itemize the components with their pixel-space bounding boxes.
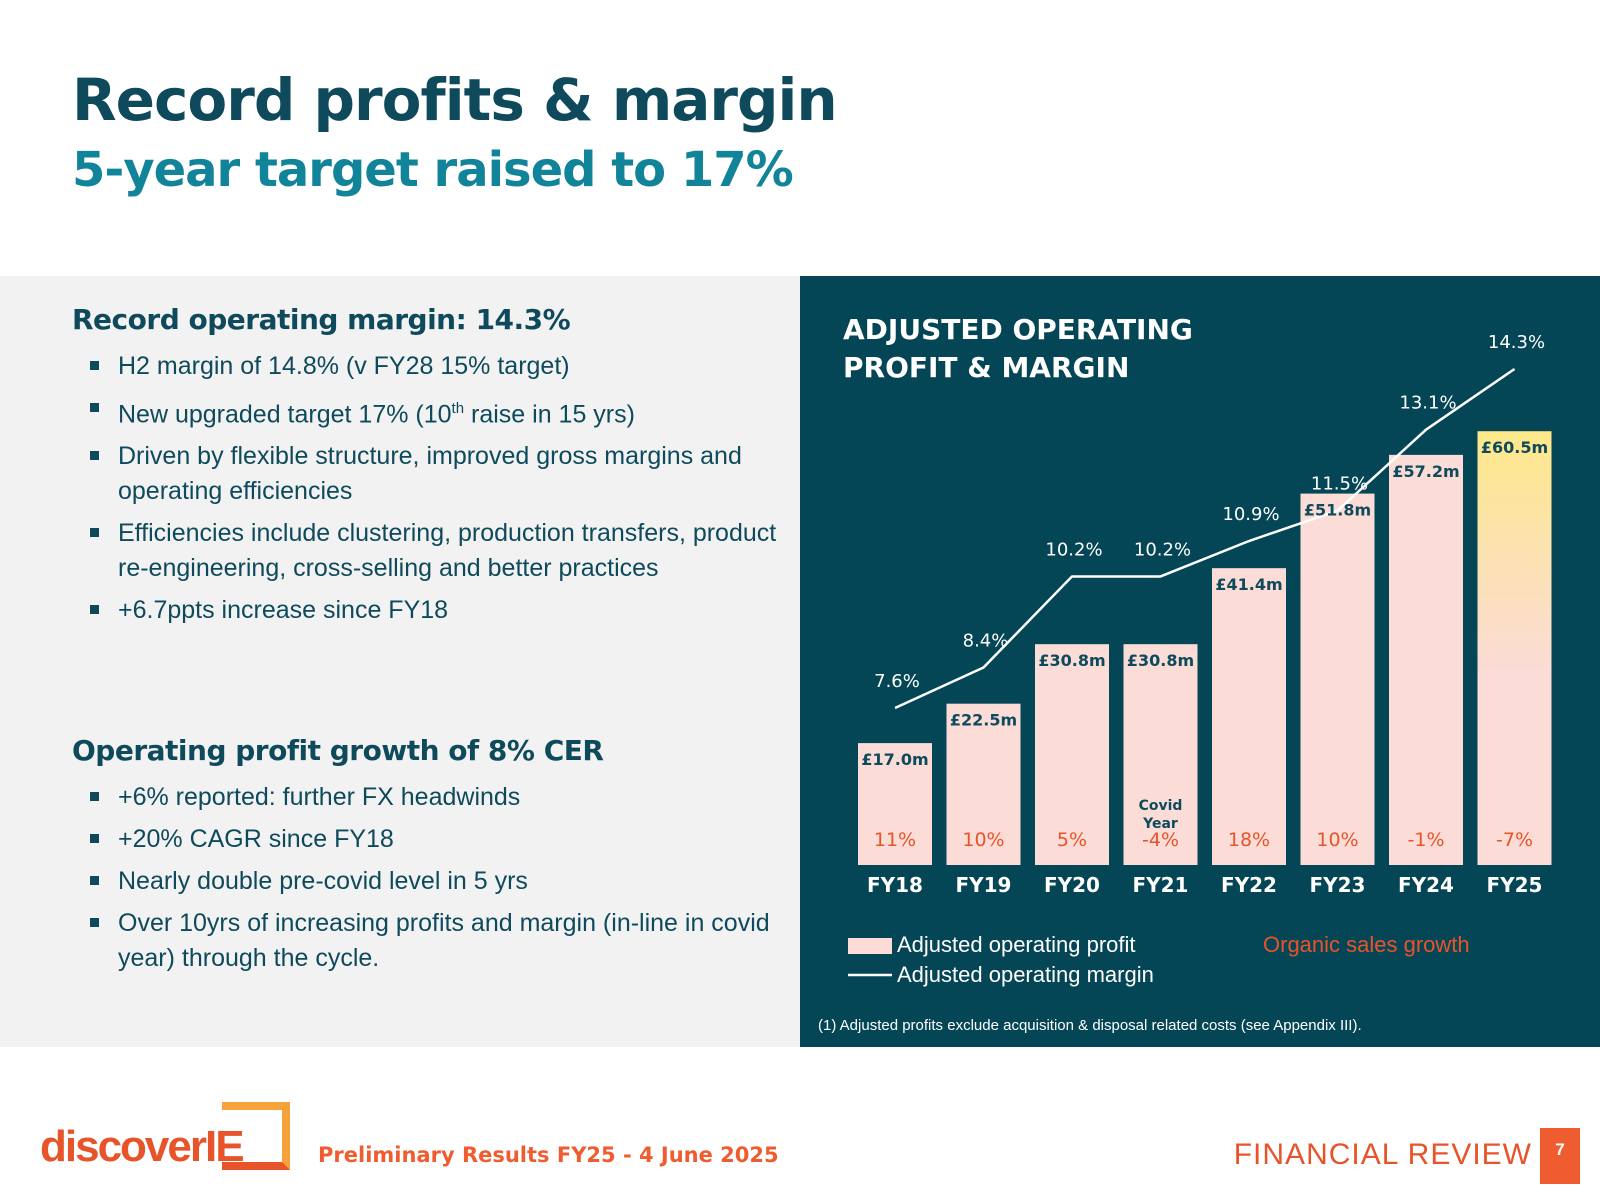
bullet-item: H2 margin of 14.8% (v FY28 15% target) — [86, 349, 786, 384]
bar-value-label: £17.0m — [861, 750, 928, 769]
margin-value-label: 13.1% — [1399, 393, 1456, 414]
organic-growth-label: -7% — [1496, 829, 1533, 851]
covid-year-annotation: Year — [1142, 816, 1178, 832]
ordinal-suffix: th — [451, 400, 465, 417]
bar-fy25 — [1477, 431, 1552, 865]
organic-growth-label: 10% — [962, 829, 1004, 851]
bullet-item: Nearly double pre-covid level in 5 yrs — [86, 864, 786, 899]
organic-growth-label: -1% — [1408, 829, 1445, 851]
bar-value-label: £57.2m — [1392, 462, 1459, 481]
margin-bullet-list: H2 margin of 14.8% (v FY28 15% target) N… — [86, 349, 786, 635]
margin-value-label: 11.5% — [1311, 474, 1368, 495]
bar-fy21 — [1123, 644, 1198, 865]
x-tick-label: FY24 — [1398, 873, 1454, 897]
bullet-text: New upgraded target 17% (10 — [118, 400, 452, 429]
logo-bracket-icon — [222, 1102, 290, 1170]
section-heading-growth: Operating profit growth of 8% CER — [72, 734, 604, 767]
legend-line-label: Adjusted operating margin — [897, 962, 1154, 987]
bullet-item-target: New upgraded target 17% (10th raise in 1… — [86, 391, 786, 432]
bar-fy20 — [1035, 644, 1109, 865]
x-tick-label: FY22 — [1221, 873, 1277, 897]
legend-growth-label: Organic sales growth — [1263, 932, 1470, 957]
bar-value-label: £51.8m — [1304, 501, 1371, 520]
bullet-item: +6% reported: further FX headwinds — [86, 780, 786, 815]
footer-section-title: FINANCIAL REVIEW — [1233, 1138, 1532, 1171]
chart-title-line: ADJUSTED OPERATING — [843, 313, 1193, 346]
bar-fy24 — [1389, 454, 1463, 865]
bullet-item: +6.7ppts increase since FY18 — [86, 593, 786, 628]
footer-event-title: Preliminary Results FY25 - 4 June 2025 — [318, 1143, 779, 1167]
bar-value-label: £60.5m — [1481, 438, 1548, 457]
organic-growth-label: 18% — [1228, 829, 1270, 851]
organic-growth-label: 5% — [1057, 829, 1087, 851]
margin-value-label: 8.4% — [963, 631, 1009, 652]
organic-growth-label: 11% — [874, 829, 916, 851]
legend-bar-label: Adjusted operating profit — [897, 932, 1136, 957]
x-tick-label: FY23 — [1310, 873, 1366, 897]
bullet-item: Driven by flexible structure, improved g… — [86, 439, 786, 509]
x-tick-label: FY19 — [956, 873, 1012, 897]
bar-value-label: £41.4m — [1215, 575, 1282, 594]
bullet-item: Efficiencies include clustering, product… — [86, 516, 786, 586]
margin-value-label: 10.2% — [1045, 539, 1102, 560]
margin-value-label: 10.2% — [1134, 539, 1191, 560]
bullet-item: +20% CAGR since FY18 — [86, 822, 786, 857]
organic-growth-label: 10% — [1316, 829, 1358, 851]
page-number: 7 — [1540, 1128, 1580, 1184]
chart-title: ADJUSTED OPERATING PROFIT & MARGIN — [843, 311, 1193, 387]
chart-title-line: PROFIT & MARGIN — [843, 351, 1130, 384]
growth-bullet-list: +6% reported: further FX headwinds +20% … — [86, 780, 786, 983]
x-tick-label: FY21 — [1133, 873, 1189, 897]
page-subtitle: 5-year target raised to 17% — [72, 142, 794, 198]
bar-fy19 — [946, 703, 1021, 865]
bar-value-label: £30.8m — [1127, 651, 1194, 670]
x-tick-label: FY25 — [1487, 873, 1543, 897]
organic-growth-label: -4% — [1142, 829, 1179, 851]
x-tick-label: FY20 — [1044, 873, 1100, 897]
legend-bar-swatch — [848, 938, 892, 954]
chart-footnote: (1) Adjusted profits exclude acquisition… — [818, 1017, 1362, 1034]
bar-fy22 — [1212, 568, 1286, 865]
chart-panel — [800, 276, 1600, 1047]
covid-year-annotation: Covid — [1139, 798, 1183, 814]
left-panel — [0, 276, 800, 1047]
x-tick-label: FY18 — [867, 873, 923, 897]
margin-line — [894, 367, 1516, 710]
bullet-item: Over 10yrs of increasing profits and mar… — [86, 906, 786, 976]
page-title: Record profits & margin — [72, 66, 838, 134]
section-heading-margin: Record operating margin: 14.3% — [72, 303, 571, 336]
profit-margin-chart: £17.0m 11% FY18 £22.5m 10% FY19 £30.8m 5% FY20 £3… — [848, 332, 1552, 987]
bullet-text: raise in 15 yrs) — [464, 400, 635, 429]
bar-fy23 — [1300, 493, 1375, 865]
margin-value-label: 14.3% — [1488, 332, 1545, 353]
logo-text: discover — [40, 1122, 207, 1171]
bar-value-label: £30.8m — [1038, 651, 1105, 670]
bar-fy18 — [858, 743, 932, 865]
bar-value-label: £22.5m — [950, 711, 1017, 730]
discoverie-logo: discoverIE — [40, 1100, 296, 1172]
logo-wordmark: discoverIE — [40, 1122, 245, 1172]
margin-value-label: 10.9% — [1222, 504, 1279, 525]
margin-value-label: 7.6% — [874, 671, 920, 692]
logo-mark-text: IE — [204, 1122, 245, 1171]
